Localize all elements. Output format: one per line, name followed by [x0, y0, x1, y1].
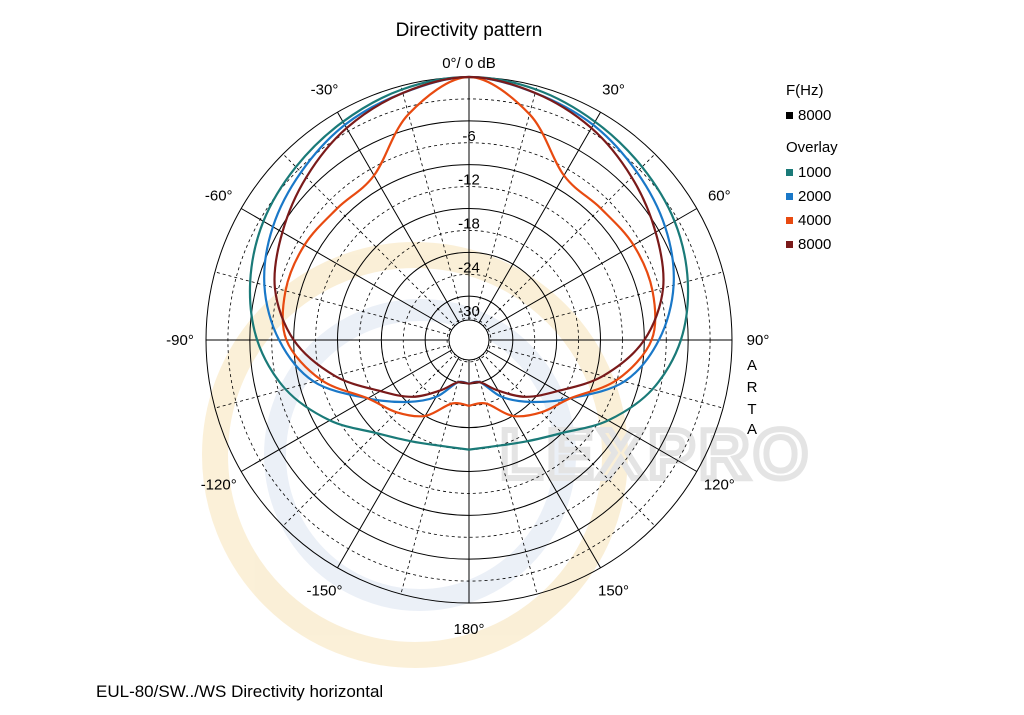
- arta-letter: A: [747, 421, 757, 438]
- grid-spoke-minor: [214, 339, 470, 409]
- angle-label: 30°: [602, 82, 625, 99]
- legend-f-swatch: [786, 112, 793, 119]
- angle-label: 150°: [598, 582, 629, 599]
- chart-title: Directivity pattern: [396, 20, 543, 41]
- curve-8000: [273, 75, 665, 398]
- angle-label: -120°: [201, 477, 237, 494]
- grid-spoke: [468, 339, 601, 569]
- ring-label: -12: [458, 172, 480, 189]
- ring-label: -6: [462, 128, 475, 145]
- arta-letter: R: [747, 379, 758, 396]
- angle-labels: -30° 30° -60° 60° -90° 90° -120° 120° -150° 150° 1…: [166, 82, 769, 638]
- grid-spoke-minor: [282, 153, 470, 341]
- angle-label: 120°: [704, 477, 735, 494]
- arta-letter: T: [747, 401, 756, 418]
- grid-spoke-minor: [468, 271, 724, 341]
- legend-label-8000: 8000: [798, 236, 831, 253]
- grid-spoke: [337, 111, 470, 341]
- angle-label: -150°: [306, 582, 342, 599]
- legend: F(Hz) 8000 Overlay 1000 2000 4000 8000: [786, 82, 838, 253]
- grid-spoke-minor: [214, 271, 470, 341]
- grid-spoke-minor: [468, 339, 724, 409]
- angle-label: -30°: [311, 82, 339, 99]
- legend-label-1000: 1000: [798, 164, 831, 181]
- legend-label-2000: 2000: [798, 188, 831, 205]
- watermark-ring-blue: [264, 299, 576, 611]
- grid-spoke: [337, 339, 470, 569]
- grid-spoke: [468, 111, 601, 341]
- watermark-ring-orange: [202, 242, 628, 668]
- chart-caption: EUL-80/SW../WS Directivity horizontal: [96, 682, 384, 701]
- grid-spoke-minor: [400, 85, 470, 341]
- polar-curves: [248, 75, 690, 451]
- angle-label: -90°: [166, 332, 194, 349]
- angle-label: -60°: [205, 188, 233, 205]
- watermark-text: LEXPRO: [500, 415, 812, 493]
- legend-f-header: F(Hz): [786, 82, 824, 99]
- legend-swatch-8000: [786, 241, 793, 248]
- ring-labels: 0°/ 0 dB -6 -12 -18 -24 -30: [442, 55, 496, 320]
- grid-spoke-minor: [468, 85, 538, 341]
- grid-spoke-minor: [468, 339, 656, 527]
- legend-overlay-header: Overlay: [786, 139, 838, 156]
- watermark: LEXPRO: [202, 242, 812, 668]
- legend-label-4000: 4000: [798, 212, 831, 229]
- arta-label: A R T A: [747, 357, 758, 438]
- grid-spoke: [240, 339, 470, 472]
- ring-label: -24: [458, 259, 480, 276]
- grid-spoke: [468, 208, 698, 341]
- ring-label: -18: [458, 216, 480, 233]
- ring-label: -30: [458, 303, 480, 320]
- angle-label: 90°: [747, 332, 770, 349]
- grid-spoke: [468, 339, 698, 472]
- legend-swatch-1000: [786, 169, 793, 176]
- center-hole: [448, 319, 490, 361]
- angle-label: 60°: [708, 188, 731, 205]
- legend-swatch-4000: [786, 217, 793, 224]
- ring-label: 0°/ 0 dB: [442, 55, 496, 72]
- grid-spoke: [240, 208, 470, 341]
- legend-swatch-2000: [786, 193, 793, 200]
- legend-f-label: 8000: [798, 107, 831, 124]
- angle-label: 180°: [453, 621, 484, 638]
- grid-spoke-minor: [282, 339, 470, 527]
- grid-spoke-minor: [468, 153, 656, 341]
- arta-letter: A: [747, 357, 757, 374]
